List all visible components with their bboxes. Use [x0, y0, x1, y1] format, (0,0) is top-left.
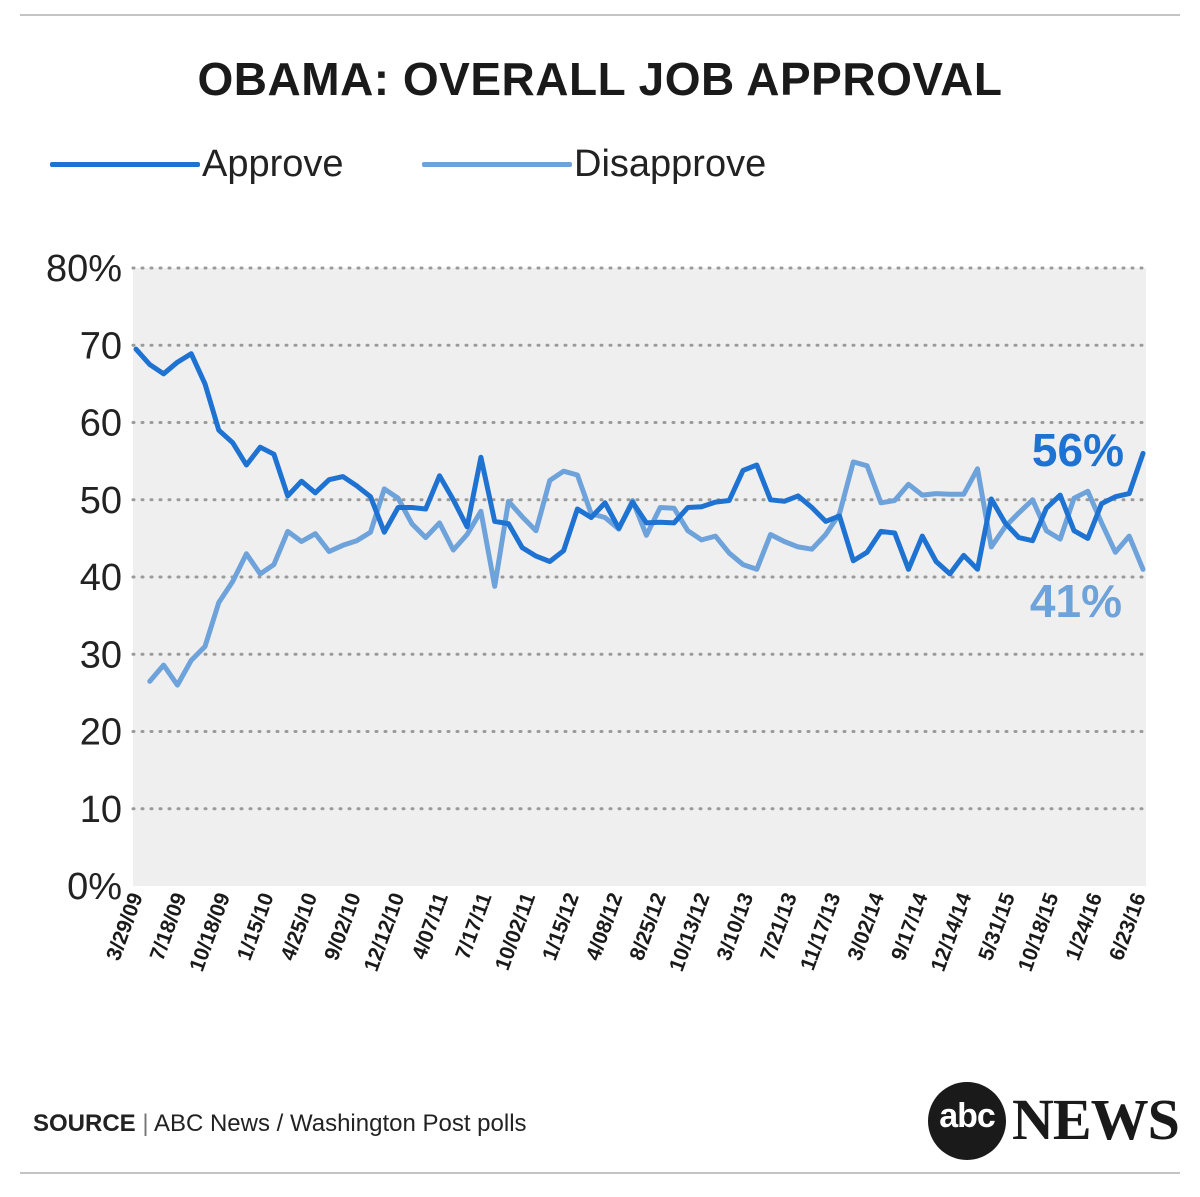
line-chart: 0% 10 20 30 40 50 60 70 80% 3/29/097/18/0910/18/… — [46, 248, 1151, 975]
x-tick-label: 7/18/09 — [146, 890, 192, 964]
y-tick-label: 50 — [80, 480, 122, 522]
x-tick-label: 9/02/10 — [320, 890, 366, 964]
x-tick-label: 1/15/12 — [538, 890, 584, 964]
series-line-disapprove — [147, 459, 1146, 688]
gridlines — [131, 266, 1148, 811]
y-tick-label: 10 — [80, 789, 122, 831]
legend-swatch-disapprove — [422, 162, 572, 167]
x-tick-label: 9/17/14 — [887, 890, 933, 964]
x-tick-label: 5/31/15 — [974, 890, 1020, 964]
y-tick-label: 20 — [80, 712, 122, 754]
series-lines — [133, 346, 1146, 688]
source-text: ABC News / Washington Post polls — [153, 1110, 527, 1137]
top-rule — [20, 14, 1180, 16]
y-axis-ticks: 0% 10 20 30 40 50 60 70 80% — [46, 248, 122, 908]
y-tick-label: 0% — [67, 866, 122, 908]
chart-title: OBAMA: OVERALL JOB APPROVAL — [197, 53, 1003, 105]
x-axis-ticks: 3/29/097/18/0910/18/091/15/104/25/109/02… — [102, 890, 1151, 975]
x-tick-label: 7/21/13 — [756, 890, 802, 964]
x-tick-label: 4/08/12 — [582, 890, 628, 964]
x-tick-label: 4/07/11 — [408, 890, 453, 963]
x-tick-label: 10/18/15 — [1014, 890, 1064, 975]
news-logo-text: NEWS — [1012, 1087, 1180, 1152]
y-tick-label: 80% — [46, 248, 122, 290]
x-tick-label: 4/25/10 — [277, 890, 323, 964]
y-tick-label: 40 — [80, 557, 122, 599]
x-tick-label: 3/02/14 — [843, 890, 889, 964]
x-tick-label: 12/12/10 — [360, 890, 410, 975]
source-label: SOURCE — [33, 1110, 136, 1137]
x-tick-label: 1/24/16 — [1062, 890, 1108, 964]
x-tick-label: 7/17/11 — [451, 890, 496, 963]
legend-swatch-approve — [50, 162, 200, 167]
annotation-approve: 56% — [1032, 424, 1124, 476]
source-line: SOURCE | ABC News / Washington Post poll… — [33, 1110, 527, 1138]
x-tick-label: 10/02/11 — [491, 890, 540, 974]
legend-label-disapprove: Disapprove — [574, 143, 767, 185]
y-tick-label: 60 — [80, 403, 122, 445]
x-tick-label: 12/14/14 — [927, 890, 977, 975]
abc-news-logo: abc NEWS — [928, 1082, 1180, 1162]
y-tick-label: 30 — [80, 634, 122, 676]
abc-logo-circle — [928, 1082, 1006, 1160]
source-separator: | — [142, 1110, 149, 1137]
abc-logo-text: abc — [939, 1097, 996, 1135]
annotation-disapprove: 41% — [1030, 575, 1122, 627]
x-tick-label: 3/10/13 — [713, 890, 759, 964]
x-tick-label: 10/18/09 — [185, 890, 235, 975]
x-tick-label: 11/17/13 — [796, 890, 845, 974]
bottom-rule — [20, 1172, 1180, 1174]
annotations: 56% 41% — [1030, 424, 1124, 627]
series-line-approve — [133, 346, 1146, 577]
x-tick-label: 6/23/16 — [1105, 890, 1151, 964]
x-tick-label: 10/13/12 — [665, 890, 715, 975]
x-tick-label: 1/15/10 — [233, 890, 279, 964]
legend-label-approve: Approve — [202, 143, 344, 185]
x-tick-label: 8/25/12 — [625, 890, 671, 964]
y-tick-label: 70 — [80, 325, 122, 367]
